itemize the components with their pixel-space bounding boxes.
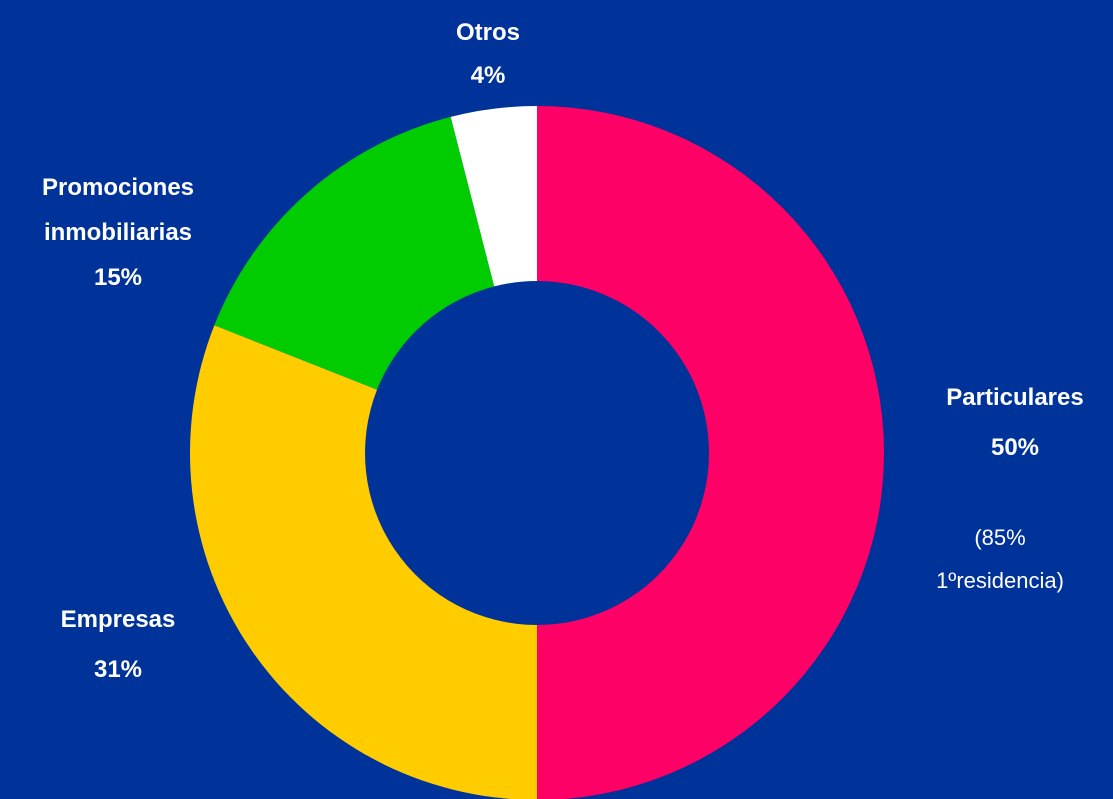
- empresas-value-label: 31%: [94, 656, 142, 683]
- particulares-note-line-1: (85%: [974, 525, 1025, 550]
- promociones-label-line-1: Promociones: [42, 174, 194, 201]
- particulares-value-label: 50%: [991, 434, 1039, 461]
- promociones-label-line-2: inmobiliarias: [44, 219, 192, 246]
- slice-otros: [450, 106, 537, 287]
- slices-layer: [190, 106, 884, 799]
- particulares-note-line-2: 1ºresidencia): [936, 568, 1064, 593]
- particulares-label: Particulares: [946, 384, 1083, 411]
- slice-particulares: [537, 106, 884, 799]
- slice-empresas: [190, 325, 537, 799]
- promociones-value-label: 15%: [94, 264, 142, 291]
- slice-promociones-inmobiliarias: [214, 116, 495, 390]
- otros-label: Otros: [456, 19, 520, 46]
- labels-layer: Particulares 50% (85% 1ºresidencia) Empr…: [42, 19, 1084, 683]
- otros-value-label: 4%: [471, 62, 506, 89]
- empresas-label: Empresas: [61, 606, 176, 633]
